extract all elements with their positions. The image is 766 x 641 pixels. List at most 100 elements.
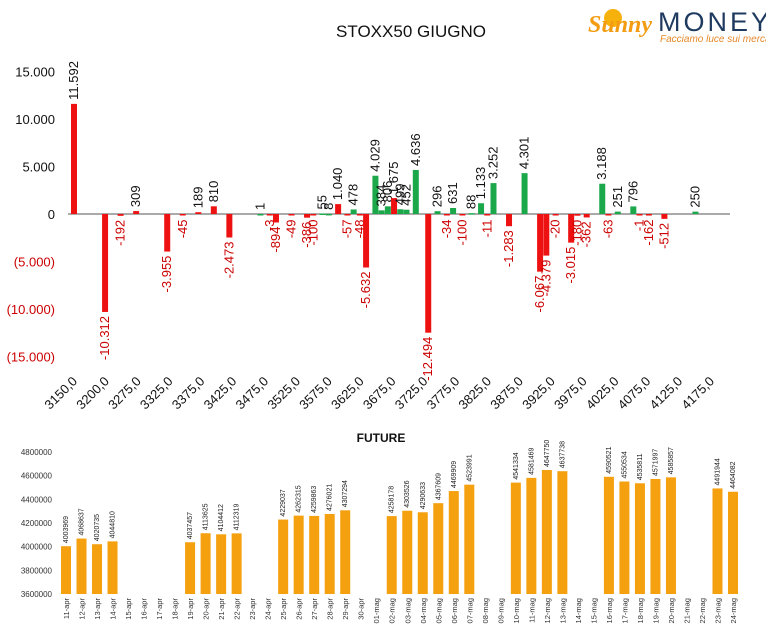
bar-3590 [344,214,351,216]
bar-3805 [478,203,485,214]
future-x-tick-label: 12-mag [543,598,552,623]
bar-3735 [434,211,441,214]
future-x-tick-label: 23-mag [713,598,722,623]
future-y-tick-label: 4200000 [21,519,53,528]
data-label: 3.188 [594,147,609,180]
data-label: 11.592 [66,61,81,100]
bar-3525 [304,214,311,218]
future-x-tick-label: 20-apr [202,598,211,620]
data-label: -11 [479,220,494,238]
x-tick-label: 3375,0 [169,374,208,413]
future-data-label: 4229037 [280,489,287,516]
future-data-label: 4112319 [234,504,241,531]
future-x-tick-label: 03-mag [403,598,412,623]
bar-4010 [605,214,612,216]
future-x-tick-label: 05-mag [434,598,443,623]
data-label: 4.029 [367,139,382,172]
bar-3720 [425,214,432,333]
future-x-tick-label: 11-apr [62,597,71,619]
future-data-label: 4585857 [668,447,675,474]
future-x-tick-label: 19-apr [186,598,195,620]
bar-3475 [272,214,279,223]
future-bar [386,516,397,594]
chart-title-future: FUTURE [357,431,406,445]
y-tick-label: 10.000 [15,112,55,127]
data-label: 1.675 [386,162,401,195]
y-tick-label: 0 [48,207,55,222]
future-data-label: 4541334 [513,452,520,479]
data-label: 3.252 [485,147,500,180]
data-label: 499 [392,184,407,206]
bar-3900 [537,214,544,272]
data-label: -1 [632,220,647,232]
data-label: -100 [305,220,320,246]
future-x-tick-label: 21-mag [682,598,691,623]
data-label: 384 [374,185,389,207]
data-label: -63 [600,220,615,239]
future-bar [433,503,444,594]
data-label: -192 [113,220,128,246]
future-x-tick-label: 18-mag [636,598,645,623]
data-label: 478 [346,184,361,206]
future-y-tick-label: 3800000 [21,566,53,575]
bar-3975 [583,214,590,218]
bar-4000 [599,183,606,214]
logo-tagline: Facciamo luce sui mercati [660,34,766,45]
future-bar [293,515,304,594]
future-data-label: 4020735 [94,514,101,541]
data-label: -162 [641,220,656,246]
future-x-tick-label: 06-mag [450,598,459,623]
x-tick-label: 3325,0 [137,374,176,413]
bar-3500 [288,214,295,216]
bar-3575 [335,204,342,214]
future-y-tick-label: 4000000 [21,543,53,552]
future-x-tick-label: 15-mag [589,598,598,623]
bar-3775 [459,214,466,216]
future-data-label: 4044810 [110,511,117,538]
future-y-tick-label: 4400000 [21,495,53,504]
future-data-label: 4647750 [544,440,551,467]
x-tick-label: 3275,0 [105,374,144,413]
y-tick-label: (5.000) [14,255,55,270]
future-data-label: 4276021 [327,484,334,511]
x-tick-label: 3875,0 [487,374,526,413]
x-tick-label: 3200,0 [73,374,112,413]
future-bar [92,544,103,594]
future-x-tick-label: 16-mag [605,598,614,623]
y-tick-label: 15.000 [15,65,55,80]
future-bar [510,482,521,594]
future-y-tick-label: 3600000 [21,590,53,599]
bar-3400 [226,214,233,238]
data-label: 631 [445,182,460,204]
bar-3620 [363,214,370,268]
future-bar [61,546,71,594]
future-x-tick-label: 24-apr [264,598,273,620]
bar-3750 [443,214,450,216]
bar-3225 [117,214,124,216]
data-label: 250 [687,186,702,208]
open-interest-chart: 15.000 10.000 5.000 0 (5.000) (10.000) (15.000… [7,61,730,412]
bar-3560 [325,213,332,216]
data-label: -180 [569,220,584,246]
data-label: -57 [339,220,354,239]
bar-3825 [490,183,497,214]
future-bar [278,519,289,594]
future-x-tick-label: 14-mag [574,598,583,623]
bar-3925 [552,214,559,216]
data-label: -45 [175,220,190,239]
future-bar [107,541,118,594]
bar-3635 [372,175,379,214]
future-bar [76,538,87,594]
future-bar [340,510,351,594]
future-x-tick-label: 01-mag [372,598,381,623]
bar-4150 [692,211,699,214]
future-data-label: 4469909 [451,461,458,488]
future-data-label: 4262315 [296,485,303,512]
data-label: 4.301 [517,137,532,170]
y-tick-label: (15.000) [7,350,55,365]
bar-3685 [403,209,410,214]
x-tick-label: 3575,0 [296,374,335,413]
future-data-label: 4464082 [730,461,737,488]
future-bar [324,514,335,594]
bar-3465 [266,214,273,216]
